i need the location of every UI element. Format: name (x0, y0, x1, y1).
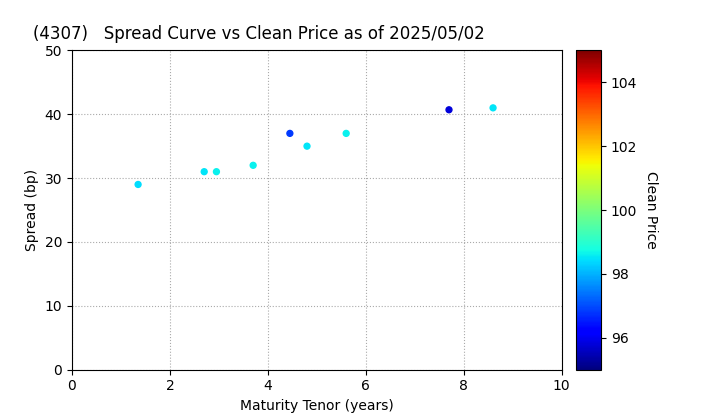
Point (284, 130, 296, 137)
Point (301, 143, 312, 150)
Y-axis label: Clean Price: Clean Price (644, 171, 658, 249)
Point (487, 105, 499, 111)
Point (444, 106, 455, 113)
Point (199, 168, 210, 175)
Point (248, 162, 259, 169)
Y-axis label: Spread (bp): Spread (bp) (25, 169, 39, 251)
Point (341, 130, 352, 137)
X-axis label: Maturity Tenor (years): Maturity Tenor (years) (240, 399, 394, 413)
Text: (4307)   Spread Curve vs Clean Price as of 2025/05/02: (4307) Spread Curve vs Clean Price as of… (33, 25, 485, 43)
Point (211, 168, 222, 175)
Point (132, 181, 144, 188)
